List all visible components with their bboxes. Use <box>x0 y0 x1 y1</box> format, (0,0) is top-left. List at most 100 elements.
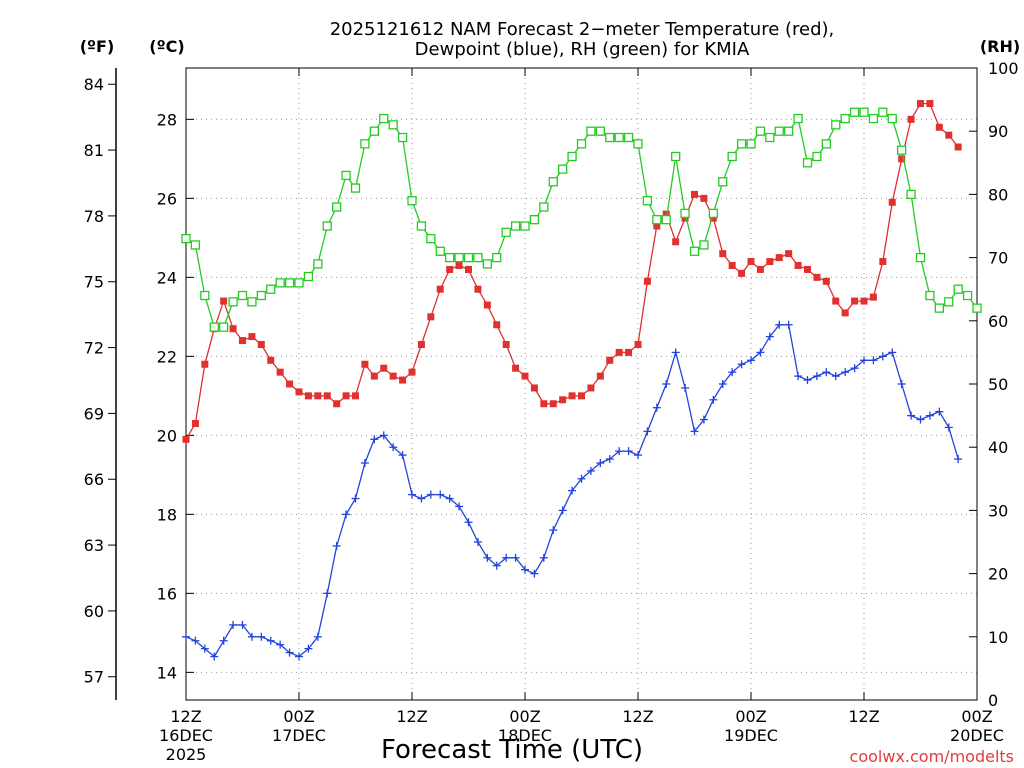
dewpoint-point <box>455 502 464 511</box>
celsius-tick-label: 20 <box>157 426 177 445</box>
x-axis-label: Forecast Time (UTC) <box>381 735 643 765</box>
source-credit[interactable]: coolwx.com/modelts <box>850 747 1014 766</box>
rh-point <box>906 189 916 200</box>
rh-point <box>219 322 229 332</box>
dewpoint-point <box>398 451 407 460</box>
chart-title-line2: Dewpoint (blue), RH (green) for KMIA <box>415 39 750 60</box>
temperature-point <box>483 301 491 309</box>
time-tick-date: 19DEC <box>724 726 778 745</box>
rh-point <box>718 177 728 187</box>
rh-point <box>812 151 822 162</box>
temperature-point <box>700 194 708 202</box>
dewpoint-point <box>266 636 275 645</box>
rh-point <box>944 297 954 307</box>
temperature-point <box>954 143 962 151</box>
dewpoint-point <box>577 474 586 483</box>
rh-point <box>426 233 436 244</box>
dewpoint-point <box>784 320 793 329</box>
temperature-point <box>512 364 520 372</box>
rh-point <box>633 139 643 149</box>
rh-point <box>849 107 860 117</box>
temperature-point <box>794 262 802 269</box>
temperature-point <box>625 348 633 356</box>
rh-point <box>407 196 417 206</box>
grid-lines <box>185 68 978 700</box>
time-tick-label: 12Z <box>848 707 879 726</box>
dewpoint-point <box>907 411 916 420</box>
temperature-point <box>926 100 934 108</box>
rh-tick-label: 90 <box>988 122 1008 141</box>
dewpoint-point <box>897 380 906 388</box>
dewpoint-point <box>690 427 699 436</box>
temperature-point <box>314 392 322 400</box>
rh-point <box>915 252 926 263</box>
rh-point <box>793 113 803 124</box>
rh-point <box>247 297 257 307</box>
dewpoint-point <box>634 451 642 460</box>
dewpoint-point <box>558 506 567 515</box>
rh-unit-label: (RH) <box>980 37 1020 56</box>
dewpoint-point <box>794 372 803 381</box>
rh-point <box>360 139 370 149</box>
rh-tick-label: 80 <box>988 185 1008 204</box>
dewpoint-point <box>304 644 313 653</box>
dewpoint-point <box>295 652 303 661</box>
time-tick-label: 00Z <box>283 707 314 726</box>
rh-point <box>652 215 662 225</box>
temperature-point <box>389 372 397 380</box>
dewpoint-point <box>530 569 539 578</box>
temperature-point <box>408 368 416 376</box>
celsius-tick-label: 14 <box>157 663 177 682</box>
rh-tick-label: 0 <box>988 691 998 710</box>
rh-point <box>925 290 935 301</box>
dewpoint-point <box>492 561 501 570</box>
time-tick-date: 17DEC <box>272 726 326 745</box>
rh-point <box>859 107 869 117</box>
temperature-point <box>540 400 548 408</box>
rh-point <box>614 132 624 143</box>
rh-point <box>840 113 850 124</box>
temperature-point <box>719 250 727 258</box>
rh-point <box>539 202 549 212</box>
dewpoint-point <box>652 403 661 412</box>
rh-tick-label: 100 <box>988 59 1019 78</box>
rh-point <box>962 290 973 301</box>
temperature-point <box>869 293 877 301</box>
rh-point <box>868 113 879 124</box>
temperature-point <box>549 400 557 408</box>
temperature-point <box>493 321 501 329</box>
rh-point <box>746 139 756 149</box>
rh-point <box>623 132 634 143</box>
rh-point <box>529 215 540 225</box>
temperature-point <box>898 155 906 163</box>
dewpoint-point <box>605 455 614 464</box>
fahrenheit-tick-label: 63 <box>84 536 104 555</box>
plot-frame <box>185 67 978 701</box>
dewpoint-point <box>822 368 831 377</box>
series-rh <box>181 107 982 332</box>
temperature-point <box>756 265 764 273</box>
dewpoint-point <box>229 620 238 629</box>
temperature-point <box>239 337 246 345</box>
time-tick-date: 18DEC <box>498 726 552 745</box>
celsius-unit-label: (ºC) <box>149 37 184 56</box>
rh-point <box>934 303 944 313</box>
rh-point <box>482 259 492 269</box>
dewpoint-point <box>718 380 727 388</box>
celsius-tick-label: 22 <box>157 347 177 366</box>
chart-title: 2025121612 NAM Forecast 2−meter Temperat… <box>330 19 835 40</box>
rh-point <box>266 284 276 294</box>
rh-point <box>463 252 474 263</box>
temperature-point <box>851 297 859 305</box>
rh-point <box>878 107 888 117</box>
dewpoint-point <box>332 541 341 550</box>
rh-tick-label: 40 <box>988 438 1008 457</box>
rh-point <box>567 151 577 162</box>
rh-point <box>755 126 766 136</box>
temperature-point <box>248 333 256 341</box>
dewpoint-point <box>568 486 577 495</box>
temperature-point <box>446 265 454 273</box>
dewpoint-point <box>285 648 294 657</box>
fahrenheit-tick-label: 75 <box>84 273 104 292</box>
